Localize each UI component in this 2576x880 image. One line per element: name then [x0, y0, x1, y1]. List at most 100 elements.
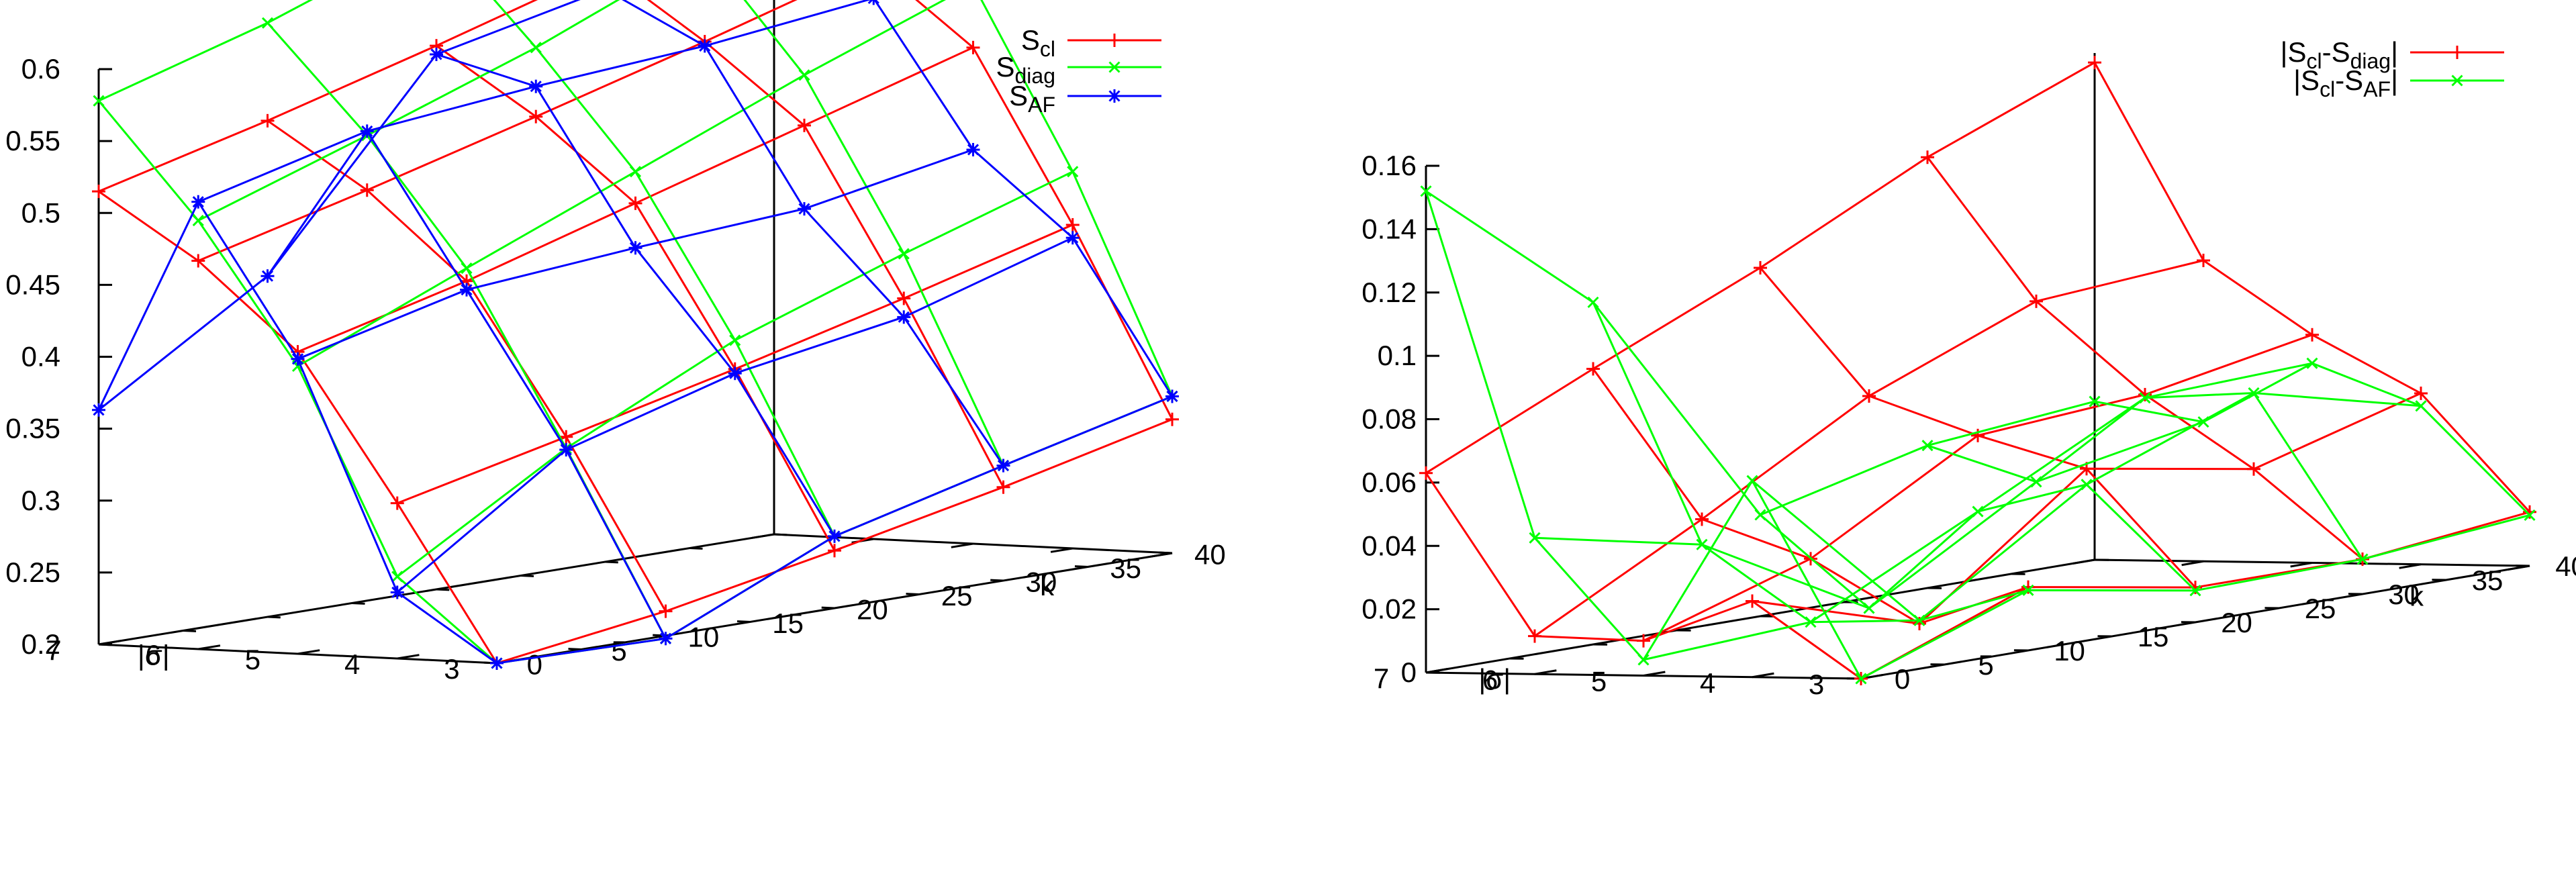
- legend-subscript: cl: [1040, 37, 1055, 61]
- legend-entry: SAF: [1009, 80, 1161, 117]
- x-tick-label: 25: [2305, 593, 2336, 624]
- legend-label: Scl: [1021, 24, 1055, 61]
- surface-line-k: [98, 0, 314, 102]
- data-point-mark: [2089, 395, 2101, 407]
- data-point-mark: [2248, 387, 2260, 399]
- z-tick-label: 0.45: [5, 268, 60, 300]
- z-tick-label: 0.04: [1362, 530, 1417, 561]
- legend-entry: Scl: [1021, 24, 1161, 61]
- data-point-mark: [1754, 509, 1766, 521]
- legend-text-part: -S: [2322, 36, 2350, 68]
- x-tick-label: 15: [772, 607, 804, 639]
- series-|S_cl-S_diag|: [1419, 56, 2536, 685]
- data-point-mark: [1746, 475, 1758, 487]
- y-tick-mark: [1643, 671, 1666, 677]
- surface-line-sigma: [2094, 362, 2531, 516]
- surface-line-k: [396, 236, 1074, 593]
- legend-label: |Scl-SAF|: [2293, 64, 2398, 101]
- series-S_AF: [92, 0, 1179, 670]
- data-point-mark: [430, 48, 442, 60]
- y-tick-label: 5: [245, 644, 260, 675]
- legend-entry: |Scl-SAF|: [2293, 64, 2504, 101]
- x-tick-mark-back: [605, 560, 618, 564]
- y-tick-mark: [1752, 672, 1774, 679]
- y-tick-label: 5: [1591, 666, 1607, 697]
- data-point-mark: [291, 353, 304, 365]
- base-back-edges: [98, 533, 1173, 646]
- data-point-mark: [2189, 585, 2201, 597]
- data-point-mark: [1921, 440, 1934, 452]
- z-tick-label: 0.2: [21, 628, 60, 660]
- x-tick-label: 30: [2388, 579, 2420, 610]
- x-tick-mark-back: [773, 533, 788, 536]
- data-point-mark: [530, 42, 542, 54]
- x-axis-label: k: [2410, 580, 2424, 612]
- y-tick-mark-back: [1050, 547, 1073, 553]
- y-axis-label: |σ|: [138, 639, 170, 671]
- data-point-mark: [1637, 654, 1650, 666]
- data-point-mark: [699, 40, 711, 52]
- legend-entry: Sdiag: [996, 51, 1161, 88]
- x-tick-mark: [906, 593, 919, 595]
- surface-line-sigma: [1927, 391, 2364, 560]
- data-point-mark: [2197, 416, 2209, 428]
- legend-subscript: diag: [1015, 64, 1056, 88]
- x-tick-mark-back: [689, 547, 703, 550]
- data-point-mark: [798, 69, 810, 81]
- legend-text-part: |: [2391, 36, 2398, 68]
- y-tick-mark: [1534, 669, 1557, 675]
- data-point-mark: [1863, 602, 1875, 614]
- data-point-mark: [798, 203, 810, 215]
- surface-line-k: [197, 0, 871, 203]
- data-point-mark: [873, 0, 879, 4]
- data-point-mark: [261, 17, 274, 29]
- surface-line-sigma: [1425, 191, 1862, 679]
- legend-text-part: |: [2391, 64, 2398, 96]
- x-tick-mark-back: [520, 575, 534, 577]
- surface-line-sigma: [98, 190, 498, 664]
- data-point-mark: [1587, 296, 1599, 308]
- z-tick-label: 0.12: [1362, 277, 1417, 308]
- y-tick-mark-back: [2181, 560, 2204, 567]
- x-tick-mark-back: [436, 588, 450, 591]
- data-point-mark: [1108, 90, 1120, 102]
- data-point-mark: [2139, 392, 2151, 404]
- data-point-mark: [1855, 673, 1867, 685]
- data-point-mark: [361, 125, 373, 137]
- x-tick-mark-back: [183, 630, 197, 632]
- y-tick-label: 7: [46, 634, 61, 666]
- data-point-mark: [391, 586, 403, 599]
- data-point-mark: [2451, 75, 2463, 87]
- x-tick-label: 10: [687, 622, 719, 653]
- x-tick-label: 10: [2054, 635, 2085, 667]
- surface-line-sigma: [1592, 301, 2029, 624]
- data-point-mark: [2030, 476, 2042, 488]
- z-tick-label: 0.3: [21, 485, 60, 516]
- legend-label: |Scl-Sdiag|: [2281, 36, 2398, 73]
- data-point-mark: [629, 166, 642, 178]
- y-tick-mark-back: [1150, 552, 1173, 558]
- z-tick-label: 0.1: [1378, 340, 1417, 371]
- x-tick-mark: [821, 606, 835, 609]
- data-point-mark: [729, 334, 741, 346]
- y-tick-label: 6: [1482, 664, 1498, 695]
- data-point-mark: [1166, 390, 1178, 403]
- legend-label: SAF: [1009, 80, 1055, 117]
- data-point-mark: [1805, 616, 1817, 628]
- surface-line-sigma: [97, 100, 497, 665]
- y-tick-mark-back: [2072, 558, 2095, 565]
- data-point-mark: [461, 262, 473, 275]
- data-point-mark: [2081, 479, 2093, 491]
- x-tick-label: 25: [941, 580, 973, 612]
- surface-line-k: [1752, 392, 2422, 625]
- y-tick-mark-back: [2399, 563, 2422, 569]
- data-point-mark: [1972, 505, 1984, 518]
- y-tick-label: 3: [1809, 669, 1824, 700]
- data-point-mark: [192, 196, 204, 208]
- surface-line-k: [1425, 190, 2095, 516]
- surface-line-sigma: [622, 0, 1004, 467]
- x-tick-label: 20: [857, 594, 888, 626]
- data-point-mark: [898, 311, 910, 323]
- y-tick-label: 4: [344, 648, 360, 680]
- y-tick-mark: [297, 649, 320, 655]
